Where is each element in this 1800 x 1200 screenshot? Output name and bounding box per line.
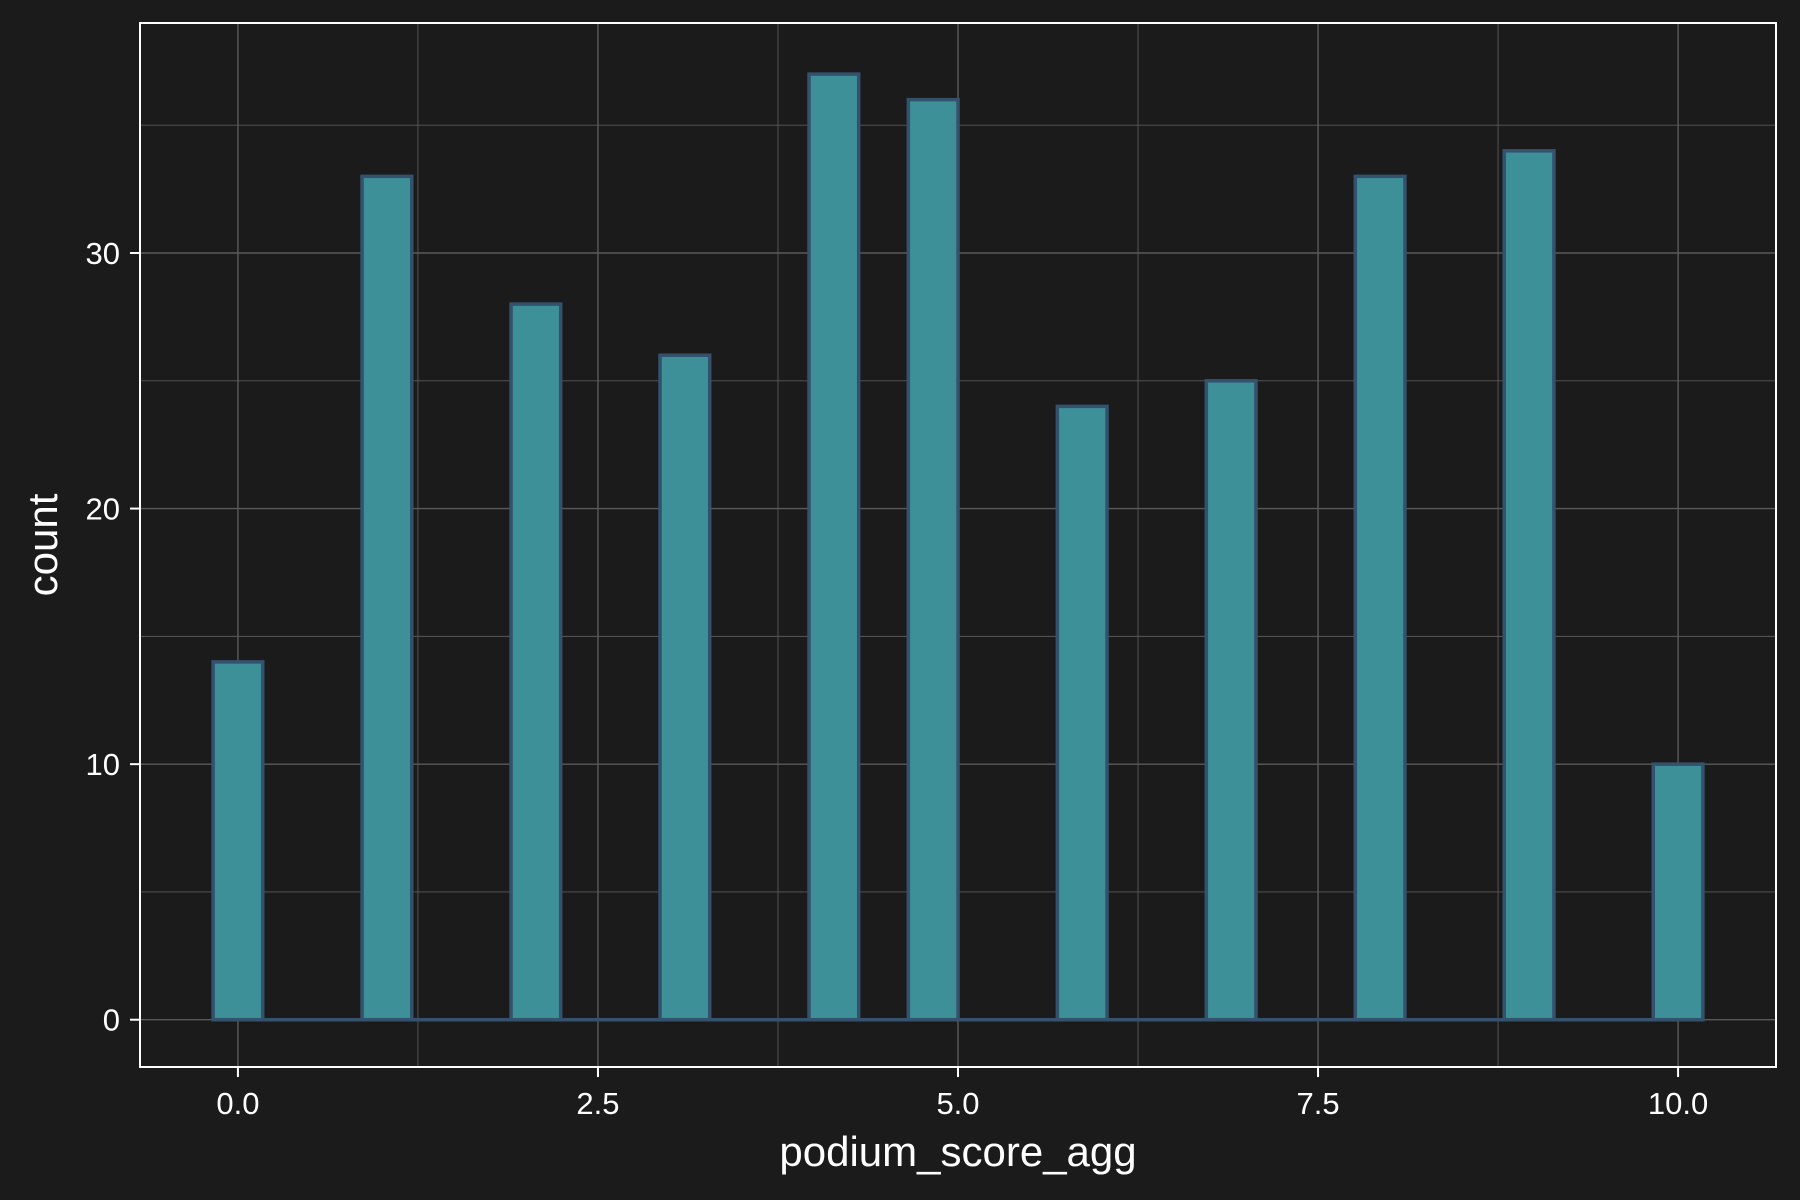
histogram-bar — [1353, 174, 1407, 1022]
histogram-bar — [906, 97, 960, 1022]
y-axis-title: count — [19, 493, 66, 596]
histogram-bar — [1651, 762, 1705, 1022]
x-axis-title: podium_score_agg — [779, 1128, 1136, 1175]
histogram-bar — [360, 174, 414, 1022]
axis-tick-labels: 0 10 20 30 0.0 2.5 5.0 7.5 10.0 — [86, 236, 1709, 1121]
histogram-bar — [1204, 379, 1258, 1022]
histogram-bar — [807, 72, 861, 1022]
x-tick-label: 10.0 — [1648, 1086, 1708, 1121]
y-tick-label: 10 — [86, 747, 120, 782]
x-tick-label: 0.0 — [216, 1086, 259, 1121]
y-tick-label: 0 — [103, 1003, 120, 1038]
histogram-bars — [211, 72, 1705, 1022]
histogram-bar — [211, 660, 265, 1022]
histogram-bar — [1055, 404, 1109, 1022]
x-tick-label: 2.5 — [576, 1086, 619, 1121]
histogram-bar — [509, 302, 563, 1022]
y-tick-label: 30 — [86, 236, 120, 271]
histogram-bar — [658, 353, 712, 1022]
x-tick-label: 7.5 — [1296, 1086, 1339, 1121]
x-tick-label: 5.0 — [936, 1086, 979, 1121]
histogram-bar — [1502, 149, 1556, 1022]
y-tick-label: 20 — [86, 492, 120, 527]
